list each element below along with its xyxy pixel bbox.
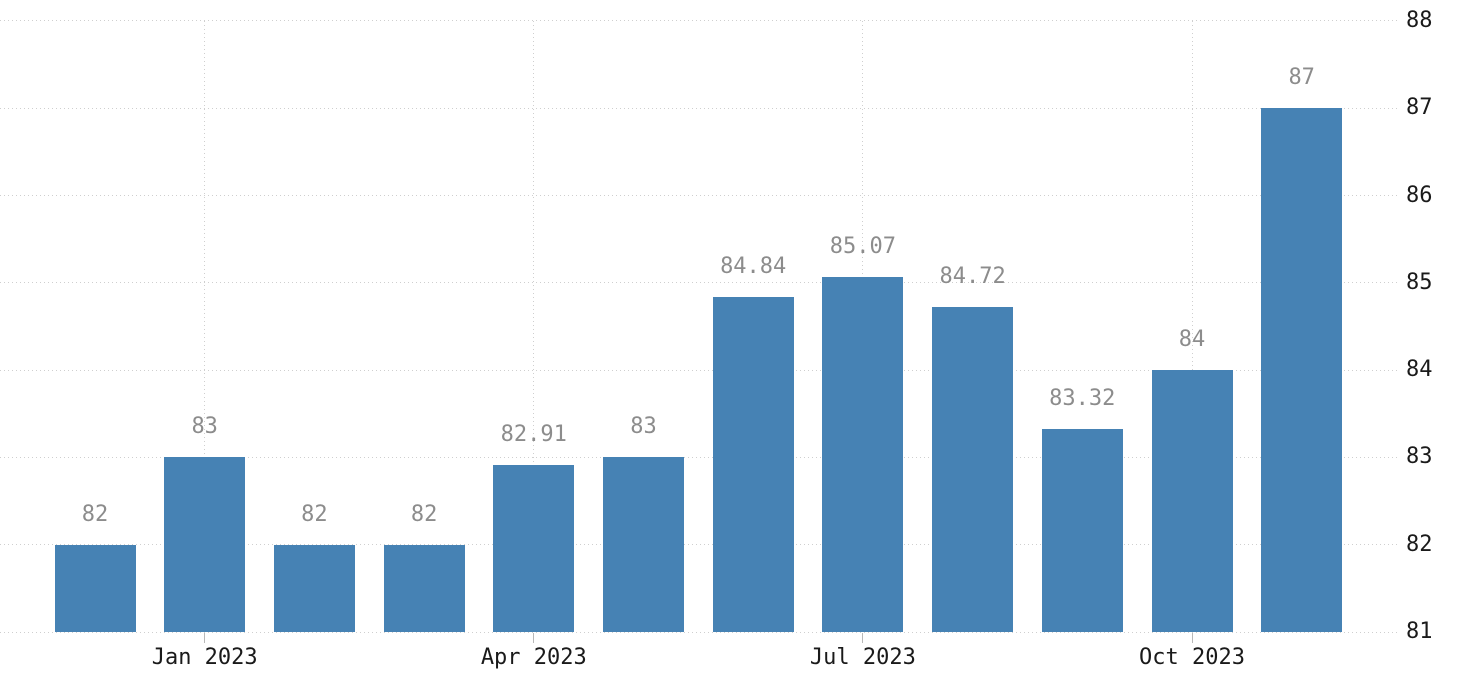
y-gridline <box>0 456 1398 458</box>
bar-value-label: 82 <box>301 501 328 527</box>
bar[interactable] <box>383 544 465 632</box>
x-gridline <box>1191 20 1193 632</box>
bar-value-label: 82 <box>81 501 109 527</box>
bar-value-label: 85.07 <box>829 233 896 259</box>
bar[interactable] <box>712 296 794 632</box>
bar-value-label: 83 <box>191 414 218 440</box>
y-axis-tick-label: 86 <box>1406 182 1433 208</box>
x-axis-tick-label: Jul 2023 <box>809 645 916 670</box>
bar[interactable] <box>273 544 355 632</box>
bar[interactable] <box>1261 108 1343 632</box>
x-axis-tick <box>1191 633 1193 643</box>
y-axis-tick-label: 88 <box>1406 7 1433 33</box>
x-axis-tick-label: Jan 2023 <box>151 645 258 670</box>
y-gridline <box>0 20 1398 22</box>
y-axis-tick-label: 84 <box>1406 357 1433 383</box>
bar-value-label: 83.32 <box>1049 386 1116 412</box>
bar-value-label: 87 <box>1288 65 1315 91</box>
y-gridline <box>0 282 1398 284</box>
x-gridline <box>204 20 206 632</box>
bar-value-label: 82 <box>410 501 438 527</box>
bar[interactable] <box>1151 370 1233 632</box>
bar[interactable] <box>822 276 904 632</box>
bar-value-label: 82.91 <box>500 422 567 448</box>
bar[interactable] <box>1041 429 1123 632</box>
bar-value-label: 83 <box>630 414 657 440</box>
bar-value-label: 84.72 <box>939 264 1006 290</box>
bar[interactable] <box>603 457 684 632</box>
bar[interactable] <box>932 307 1014 632</box>
x-axis-tick-label: Apr 2023 <box>480 645 587 670</box>
y-axis-tick-label: 81 <box>1406 619 1433 644</box>
x-axis-tick <box>862 633 864 643</box>
x-axis-tick-label: Oct 2023 <box>1139 645 1245 670</box>
y-gridline <box>0 195 1398 196</box>
y-axis-tick-label: 83 <box>1406 444 1433 470</box>
y-axis-tick-label: 85 <box>1406 269 1433 295</box>
bar-value-label: 84 <box>1178 327 1206 353</box>
bar[interactable] <box>54 544 136 632</box>
y-gridline <box>0 544 1398 546</box>
y-axis-tick-label: 87 <box>1406 95 1433 121</box>
bar[interactable] <box>493 465 575 632</box>
y-gridline <box>0 631 1398 633</box>
bar-value-label: 84.84 <box>720 253 787 279</box>
y-axis-tick-label: 82 <box>1406 531 1433 557</box>
x-gridline <box>533 20 535 632</box>
y-gridline <box>0 107 1398 109</box>
x-axis-tick <box>204 633 206 643</box>
y-gridline <box>0 369 1398 371</box>
x-axis-tick <box>533 633 535 643</box>
bar[interactable] <box>164 457 246 632</box>
